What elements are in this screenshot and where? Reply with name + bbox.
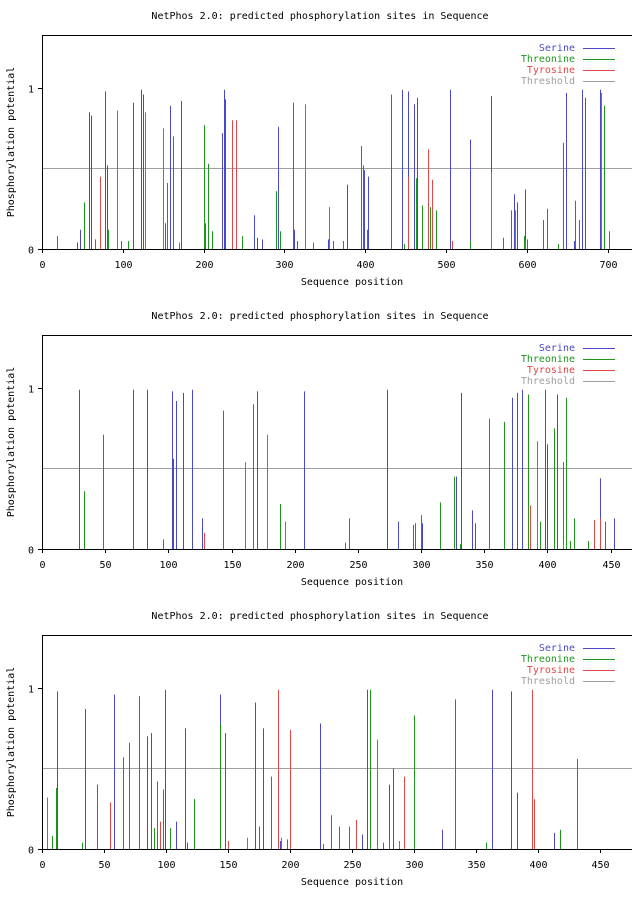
axes-frame bbox=[42, 335, 632, 550]
x-tick-label: 200 bbox=[281, 860, 299, 871]
series-tyrosine-bars bbox=[100, 92, 602, 249]
series-serine-bars bbox=[79, 389, 615, 549]
phosphorylation-chart-2: NetPhos 2.0: predicted phosphorylation s… bbox=[6, 311, 632, 588]
series-tyrosine-bars bbox=[204, 434, 601, 549]
phosphorylation-chart-3: NetPhos 2.0: predicted phosphorylation s… bbox=[6, 611, 632, 888]
x-tick-label: 600 bbox=[518, 260, 536, 271]
legend-label: Threshold bbox=[521, 376, 575, 387]
x-tick-label: 200 bbox=[195, 260, 213, 271]
series-serine-bars bbox=[77, 89, 601, 249]
legend-label: Tyrosine bbox=[527, 665, 575, 676]
phosphorylation-chart-1: NetPhos 2.0: predicted phosphorylation s… bbox=[6, 11, 632, 288]
x-tick-label: 250 bbox=[349, 560, 367, 571]
x-tick-label: 50 bbox=[99, 560, 111, 571]
x-tick-label: 150 bbox=[219, 860, 237, 871]
x-tick-label: 100 bbox=[157, 860, 175, 871]
series-tyrosine-bars bbox=[47, 689, 535, 849]
y-tick-label: 1 bbox=[28, 385, 34, 396]
x-tick-label: 150 bbox=[223, 560, 241, 571]
series-threonine-bars bbox=[57, 94, 610, 249]
x-tick-label: 0 bbox=[39, 560, 45, 571]
legend-label: Threonine bbox=[521, 654, 575, 665]
x-tick-label: 100 bbox=[114, 260, 132, 271]
x-tick-label: 0 bbox=[39, 260, 45, 271]
x-tick-label: 50 bbox=[98, 860, 110, 871]
legend-label: Serine bbox=[539, 643, 575, 654]
x-tick-label: 100 bbox=[159, 560, 177, 571]
axes-frame bbox=[42, 35, 632, 250]
series-threonine-bars bbox=[84, 394, 606, 549]
legend-label: Tyrosine bbox=[527, 65, 575, 76]
x-tick-label: 300 bbox=[275, 260, 293, 271]
y-tick-label: 1 bbox=[28, 85, 34, 96]
y-tick-label: 0 bbox=[28, 246, 34, 257]
legend-label: Tyrosine bbox=[527, 365, 575, 376]
x-tick-label: 300 bbox=[405, 860, 423, 871]
x-tick-label: 300 bbox=[412, 560, 430, 571]
x-tick-label: 400 bbox=[529, 860, 547, 871]
legend-label: Threonine bbox=[521, 354, 575, 365]
x-tick-label: 350 bbox=[467, 860, 485, 871]
legend-label: Threshold bbox=[521, 76, 575, 87]
x-tick-label: 200 bbox=[286, 560, 304, 571]
legend-label: Threshold bbox=[521, 676, 575, 687]
axes-frame bbox=[42, 635, 632, 850]
x-tick-label: 0 bbox=[39, 860, 45, 871]
x-tick-label: 400 bbox=[356, 260, 374, 271]
x-axis-label: Sequence position bbox=[301, 577, 403, 588]
chart-title: NetPhos 2.0: predicted phosphorylation s… bbox=[151, 611, 488, 622]
series-threonine-bars bbox=[52, 689, 578, 849]
chart-title: NetPhos 2.0: predicted phosphorylation s… bbox=[151, 11, 488, 22]
x-tick-label: 450 bbox=[591, 860, 609, 871]
y-tick-label: 0 bbox=[28, 546, 34, 557]
legend-label: Serine bbox=[539, 343, 575, 354]
x-tick-label: 350 bbox=[475, 560, 493, 571]
legend-label: Threonine bbox=[521, 54, 575, 65]
y-axis-label: Phosphorylation potential bbox=[6, 67, 17, 218]
x-axis-label: Sequence position bbox=[301, 877, 403, 888]
x-tick-label: 250 bbox=[343, 860, 361, 871]
legend-label: Serine bbox=[539, 43, 575, 54]
x-axis-label: Sequence position bbox=[301, 277, 403, 288]
y-axis-label: Phosphorylation potential bbox=[6, 667, 17, 818]
chart-title: NetPhos 2.0: predicted phosphorylation s… bbox=[151, 311, 488, 322]
y-tick-label: 1 bbox=[28, 685, 34, 696]
x-tick-label: 500 bbox=[437, 260, 455, 271]
x-tick-label: 450 bbox=[602, 560, 620, 571]
y-tick-label: 0 bbox=[28, 846, 34, 857]
series-serine-bars bbox=[57, 689, 561, 849]
y-axis-label: Phosphorylation potential bbox=[6, 367, 17, 518]
x-tick-label: 700 bbox=[599, 260, 617, 271]
x-tick-label: 400 bbox=[538, 560, 556, 571]
